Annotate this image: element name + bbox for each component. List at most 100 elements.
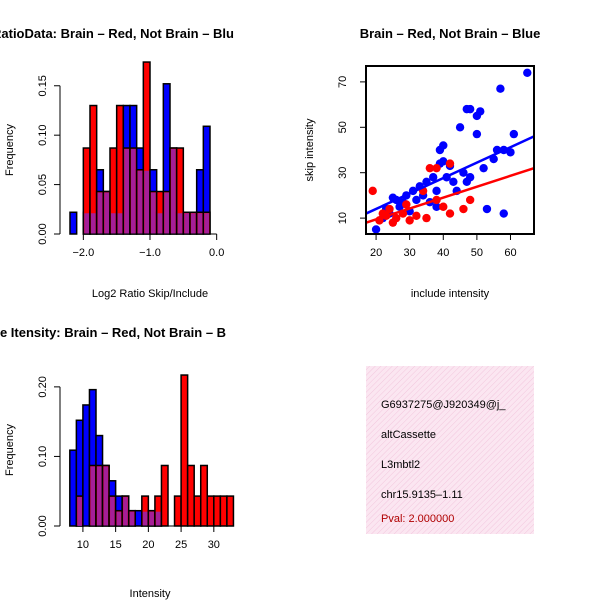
intensity-histogram-xlabel: Intensity (130, 588, 171, 600)
fit-line-not-brain (365, 135, 535, 215)
bar-overlap (111, 213, 116, 234)
point-not-brain (499, 209, 508, 218)
point-brain (445, 159, 455, 168)
y-tick-label: 70 (337, 76, 349, 88)
point-brain (459, 204, 468, 214)
point-brain (432, 163, 441, 173)
scatter-xlabel: include intensity (411, 288, 490, 300)
bar-overlap (117, 213, 123, 234)
point-not-brain (465, 104, 475, 114)
y-tick-label: 30 (337, 167, 349, 179)
bar-brain (226, 495, 235, 527)
y-tick-label: 0.10 (37, 446, 49, 467)
y-tick-label: 50 (337, 121, 349, 133)
ratio-histogram-bars (69, 61, 211, 235)
point-brain (422, 213, 431, 223)
point-not-brain (476, 107, 485, 116)
info-gene-name: L3mbtl2 (381, 459, 420, 471)
point-not-brain (439, 141, 448, 150)
bar-brain (186, 464, 195, 527)
ratio-histogram-title: RatioData: Brain – Red, Not Brain – Blu (0, 26, 234, 41)
bar-overlap (197, 213, 203, 234)
bar-overlap (177, 213, 183, 234)
point-not-brain (449, 177, 458, 186)
point-brain (402, 200, 411, 209)
bar-overlap (90, 466, 95, 526)
bar-overlap (103, 466, 109, 526)
bar-overlap (110, 497, 115, 526)
bar-overlap (104, 192, 109, 234)
scatter-ylabel: skip intensity (304, 118, 316, 181)
point-not-brain (429, 173, 438, 182)
bar-overlap (155, 511, 161, 526)
info-event-type: altCassette (381, 429, 436, 441)
scatter-title: Brain – Red, Not Brain – Blue (360, 26, 541, 41)
y-tick-label: 10 (337, 212, 349, 224)
x-tick-label: 10 (77, 539, 89, 551)
bar-brain (213, 495, 222, 527)
point-not-brain (412, 195, 421, 205)
x-tick-label: 0.0 (209, 247, 224, 259)
bar-not-brain (69, 449, 78, 527)
bar-overlap (144, 170, 149, 234)
point-brain (445, 209, 455, 218)
intensity-histogram-ylabel: Frequency (4, 424, 16, 476)
intensity-histogram-title: ne Itensity: Brain – Red, Not Brain – B (0, 325, 226, 340)
y-tick-label: 0.00 (37, 515, 49, 536)
bar-overlap (164, 192, 169, 234)
point-not-brain (506, 148, 515, 157)
ratio-histogram-ylabel: Frequency (4, 124, 16, 176)
scatter-panel: Brain – Red, Not Brain – Blue 20 30 40 50 60… (304, 26, 540, 300)
point-not-brain (472, 129, 482, 139)
bar-overlap (129, 511, 135, 526)
x-tick-label: 20 (142, 539, 154, 551)
bar-overlap (123, 497, 128, 526)
ratio-histogram-axes: −2.0 −1.0 0.0 0.00 0.05 0.10 0.15 (37, 75, 224, 259)
point-brain (425, 163, 435, 173)
plot-frame (365, 65, 535, 235)
bar-overlap (77, 497, 82, 526)
intensity-histogram-bars (69, 374, 235, 527)
bar-brain (160, 464, 169, 527)
point-brain (412, 211, 421, 221)
bar-not-brain (82, 404, 91, 527)
bar-overlap (171, 149, 176, 234)
intensity-histogram-panel: ne Itensity: Brain – Red, Not Brain – B … (0, 325, 235, 600)
point-brain (405, 216, 414, 225)
bar-overlap (184, 213, 189, 234)
point-not-brain (432, 186, 441, 196)
x-tick-label: 60 (504, 247, 516, 259)
bar-overlap (151, 192, 156, 234)
point-not-brain (432, 202, 441, 211)
bar-overlap (84, 213, 89, 234)
bar-overlap (131, 149, 136, 234)
point-brain (368, 186, 377, 196)
point-not-brain (439, 157, 448, 166)
point-not-brain (509, 129, 519, 139)
ratio-histogram-xlabel: Log2 Ratio Skip/Include (92, 288, 208, 300)
info-event-id: G6937275@J920349@j_ (381, 399, 506, 411)
bar-overlap (91, 213, 96, 234)
bar-brain (219, 495, 228, 527)
info-box-background (366, 366, 534, 534)
bar-overlap (142, 511, 148, 526)
bar-overlap (124, 149, 129, 234)
bar-overlap (137, 170, 143, 234)
point-brain (465, 195, 475, 205)
point-not-brain (496, 84, 505, 93)
intensity-histogram-axes: 10 15 20 25 30 0.00 0.10 0.20 (37, 376, 220, 551)
scatter-axes: 20 30 40 50 60 10 30 50 70 (337, 65, 535, 259)
point-not-brain (523, 68, 532, 78)
x-tick-label: 25 (175, 539, 187, 551)
fit-line-brain (365, 166, 535, 224)
y-tick-label: 0.20 (37, 376, 49, 397)
point-not-brain (479, 163, 488, 173)
ratio-histogram-panel: RatioData: Brain – Red, Not Brain – Blu … (0, 26, 234, 300)
scatter-points (365, 68, 535, 234)
x-tick-label: 20 (370, 247, 382, 259)
info-panel: G6937275@J920349@j_ altCassette L3mbtl2 … (366, 366, 534, 534)
point-not-brain (482, 204, 492, 214)
y-tick-label: 0.15 (37, 75, 49, 96)
bar-overlap (97, 466, 102, 526)
